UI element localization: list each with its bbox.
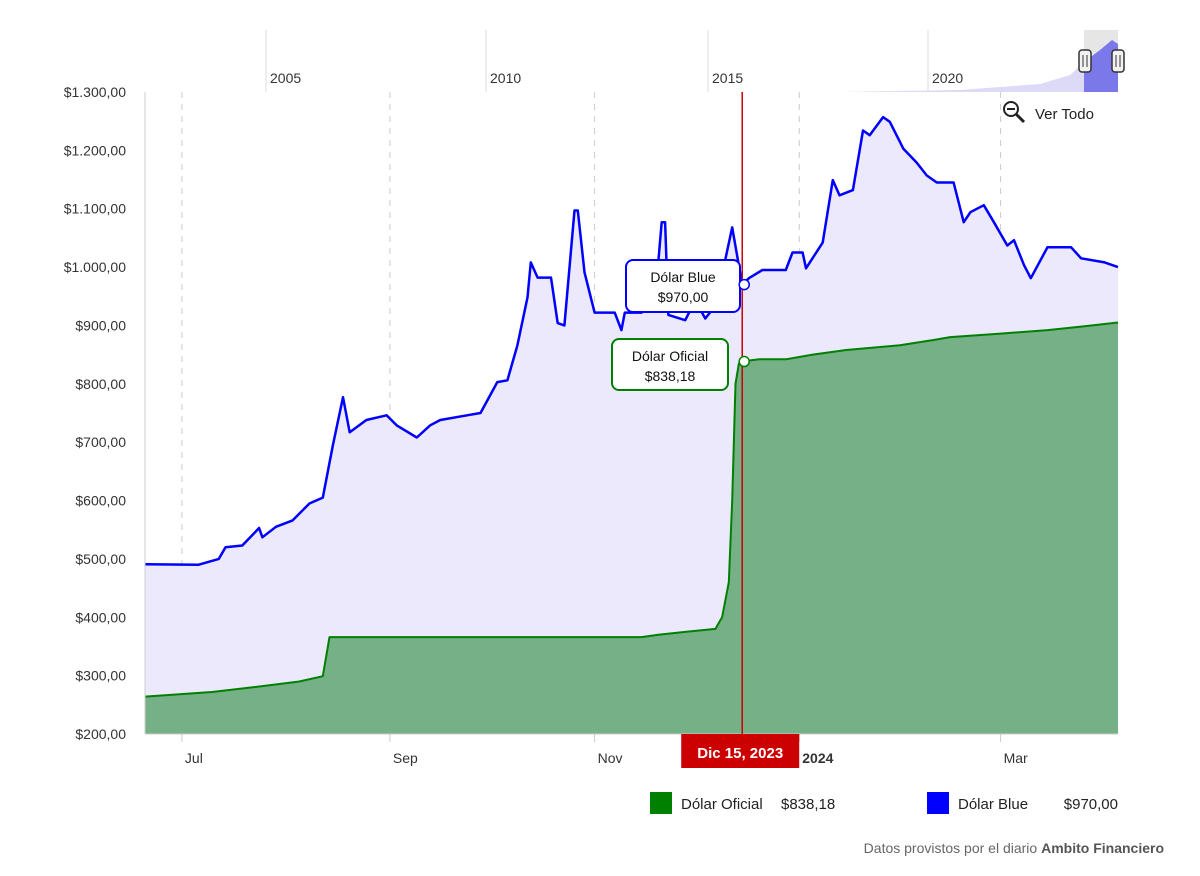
tooltip-series-name: Dólar Oficial [632, 348, 708, 364]
tooltip: Dólar Blue $970,00 [625, 259, 741, 313]
legend[interactable]: Dólar Oficial $838,18 Dólar Blue $970,00 [650, 792, 1118, 814]
legend-item[interactable]: Dólar Blue $970,00 [927, 792, 1118, 814]
tooltip-value: $838,18 [645, 368, 696, 384]
x-tick-label: Jul [185, 750, 203, 766]
x-axis: Jul Sep Nov 2024 Mar [145, 733, 1118, 766]
y-tick-label: $200,00 [75, 726, 126, 742]
y-axis: $200,00 $300,00 $400,00 $500,00 $600,00 $700,… [64, 84, 146, 742]
y-tick-label: $700,00 [75, 434, 126, 450]
navigator-left-handle[interactable] [1078, 49, 1092, 73]
y-tick-label: $1.200,00 [64, 142, 126, 158]
y-tick-label: $900,00 [75, 317, 126, 333]
crosshair-layer: Dic 15, 2023 Dólar Blue $970,00 Dólar Ofici… [611, 92, 800, 768]
ver-todo-button[interactable]: Ver Todo [1003, 101, 1094, 124]
credit-source: Ambito Financiero [1041, 840, 1164, 856]
legend-value: $970,00 [1064, 796, 1118, 813]
y-tick-label: $300,00 [75, 668, 126, 684]
tooltip: Dólar Oficial $838,18 [611, 338, 729, 391]
navigator-year-label: 2020 [932, 70, 963, 86]
tooltip-marker [738, 355, 750, 368]
legend-value: $838,18 [781, 796, 835, 813]
navigator[interactable]: 2005 2010 2015 2020 [265, 30, 1125, 92]
legend-name: Dólar Blue [958, 796, 1028, 813]
x-tick-label: Mar [1004, 750, 1028, 766]
crosshair-date-box [681, 734, 800, 768]
legend-swatch [927, 792, 949, 814]
y-tick-label: $1.100,00 [64, 201, 126, 217]
x-tick-label: 2024 [802, 750, 833, 766]
legend-name: Dólar Oficial [681, 796, 763, 813]
y-tick-label: $1.000,00 [64, 259, 126, 275]
y-tick-label: $600,00 [75, 493, 126, 509]
navigator-selected-area [1084, 40, 1118, 92]
tooltip-series-name: Dólar Blue [650, 269, 716, 285]
tooltip-marker [738, 278, 750, 291]
legend-item[interactable]: Dólar Oficial $838,18 [650, 792, 835, 814]
data-credit: Datos provistos por el diario Ambito Fin… [864, 840, 1164, 856]
credit-prefix: Datos provistos por el diario [863, 840, 1038, 856]
y-tick-label: $800,00 [75, 376, 126, 392]
ver-todo-label: Ver Todo [1035, 106, 1094, 123]
tooltip-value: $970,00 [658, 289, 709, 305]
area-d-lar-oficial [145, 322, 1118, 734]
y-tick-label: $500,00 [75, 551, 126, 567]
x-tick-label: Nov [598, 750, 623, 766]
line-series [144, 321, 1119, 698]
navigator-year-label: 2010 [490, 70, 521, 86]
navigator-year-label: 2015 [712, 70, 743, 86]
x-tick-label: Sep [393, 750, 418, 766]
y-tick-label: $400,00 [75, 609, 126, 625]
legend-swatch [650, 792, 672, 814]
navigator-right-handle[interactable] [1111, 49, 1125, 73]
y-tick-label: $1.300,00 [64, 84, 126, 100]
navigator-area [840, 40, 1118, 92]
crosshair-date-label: Dic 15, 2023 [697, 745, 783, 762]
zoom-out-icon [1003, 101, 1019, 117]
series-layer [144, 115, 1119, 735]
line-series [144, 115, 1119, 566]
navigator-year-label: 2005 [270, 70, 301, 86]
